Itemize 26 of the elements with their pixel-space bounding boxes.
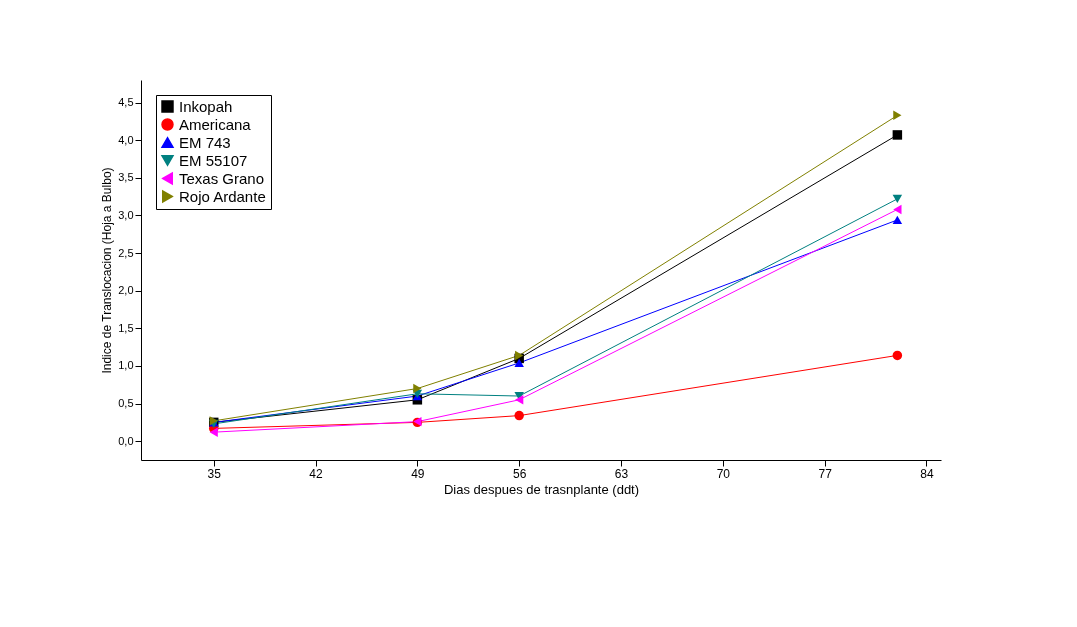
y-axis-title: Indice de Translocacion (Hoja a Bulbo) (100, 167, 115, 374)
x-tick-label: 35 (207, 466, 222, 481)
legend-label: EM 55107 (179, 151, 248, 169)
y-tick-label: 4,0 (118, 133, 134, 146)
y-tick-label: 1,5 (118, 321, 134, 334)
legend-label: Inkopah (179, 97, 233, 115)
legend-label: Americana (179, 115, 252, 133)
y-tick-label: 2,5 (118, 246, 134, 259)
legend-label: EM 743 (179, 133, 231, 151)
y-tick-label: 1,0 (118, 359, 134, 372)
y-tick-label: 0,0 (118, 434, 134, 447)
y-tick-label: 0,5 (118, 397, 134, 410)
x-tick-label: 63 (614, 466, 629, 481)
x-tick-label: 49 (411, 466, 425, 481)
x-tick-label: 84 (920, 466, 934, 481)
x-tick-label: 77 (818, 466, 833, 481)
y-tick-label: 3,5 (118, 171, 134, 184)
x-axis-title: Dias despues de trasnplante (ddt) (443, 481, 640, 497)
y-tick-label: 4,5 (118, 96, 134, 109)
y-tick-label: 2,0 (118, 284, 134, 297)
x-tick-label: 42 (309, 466, 324, 481)
legend-label: Texas Grano (179, 169, 265, 187)
x-tick-label: 56 (513, 466, 527, 481)
x-tick-label: 70 (716, 466, 731, 481)
y-tick-label: 3,0 (118, 208, 134, 221)
legend-label: Rojo Ardante (179, 187, 266, 205)
